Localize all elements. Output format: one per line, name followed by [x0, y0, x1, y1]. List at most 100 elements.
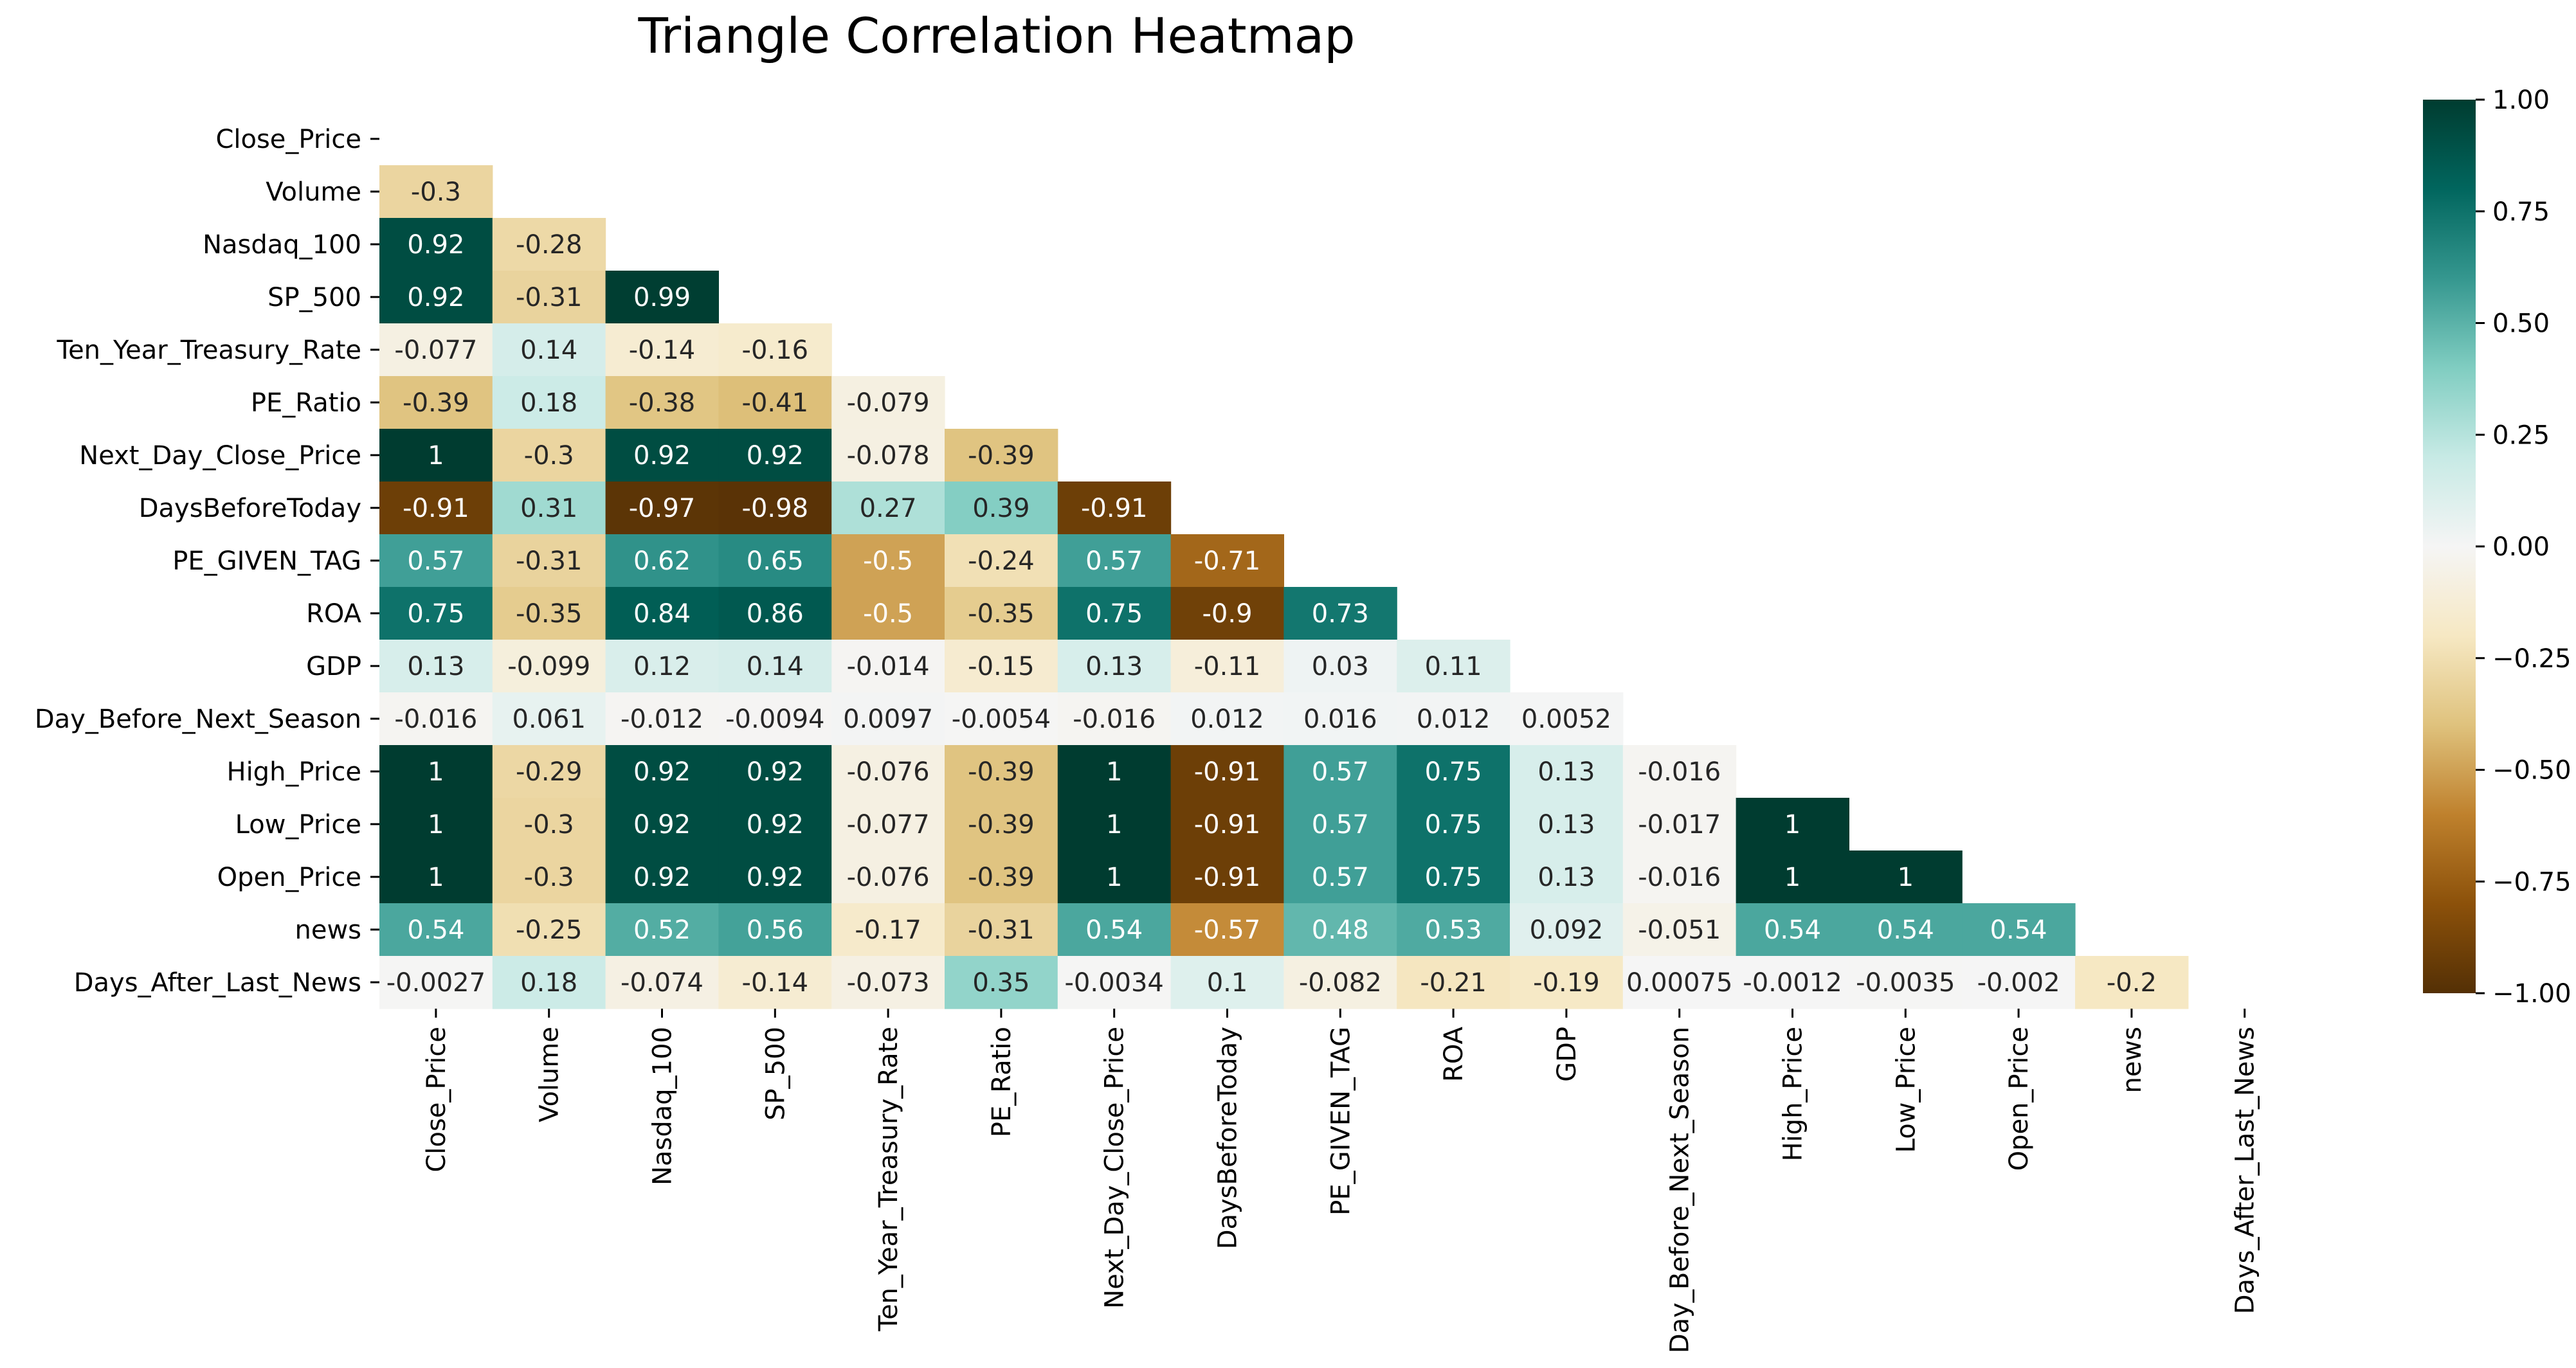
y-tick-label: Volume [266, 177, 361, 207]
y-tick-label: SP_500 [268, 283, 361, 312]
cell-value-label: 0.65 [747, 546, 804, 576]
y-axis: Close_Price Volume Nasdaq_100 SP_500 Ten_Yea… [35, 125, 379, 998]
heatmap-cell [831, 534, 945, 588]
heatmap-cell [1397, 798, 1510, 851]
heatmap-cell [1170, 692, 1284, 746]
heatmap-cell [718, 798, 832, 851]
cell-value-label: -0.077 [394, 336, 477, 365]
heatmap-cell [1510, 851, 1624, 904]
cell-value-label: -0.35 [968, 599, 1035, 629]
heatmap-cell [1622, 956, 1737, 1009]
cell-value-label: 0.012 [1417, 705, 1491, 734]
heatmap-cell [1849, 956, 1963, 1009]
heatmap-cell [492, 218, 606, 271]
cell-value-label: 1 [1106, 810, 1122, 840]
cell-value-label: -0.016 [1638, 863, 1721, 892]
cell-value-label: 1 [1784, 810, 1800, 840]
heatmap-cell [605, 640, 719, 693]
heatmap-cell [718, 587, 832, 640]
heatmap-cell [831, 376, 945, 429]
cell-value-label: 0.13 [1085, 652, 1143, 681]
heatmap-cell [718, 534, 832, 588]
cell-value-label: -0.0034 [1064, 968, 1163, 998]
heatmap-cell [1962, 956, 2076, 1009]
x-tick-label: DaysBeforeToday [1213, 1027, 1243, 1249]
cell-value-label: 0.54 [1877, 915, 1934, 945]
heatmap-cell [492, 851, 606, 904]
heatmap-cell [945, 903, 1058, 957]
heatmap-cell [1849, 903, 1963, 957]
x-tick-label: Ten_Year_Treasury_Rate [874, 1027, 903, 1332]
heatmap-cell [605, 323, 719, 377]
cell-value-label: 0.57 [1312, 863, 1369, 892]
heatmap-cell [379, 482, 493, 535]
heatmap-cell [831, 640, 945, 693]
cell-value-label: 1 [428, 863, 444, 892]
cell-value-label: 0.13 [407, 652, 464, 681]
heatmap-cell [831, 956, 945, 1009]
heatmap-cell [1283, 798, 1397, 851]
cell-value-label: -0.0012 [1743, 968, 1842, 998]
cell-value-label: -0.41 [742, 388, 809, 418]
x-tick-label: Volume [535, 1027, 565, 1122]
heatmap-cell [379, 851, 493, 904]
x-tick-label: Nasdaq_100 [648, 1027, 678, 1185]
heatmap-cell [945, 692, 1058, 746]
cell-value-label: -0.97 [629, 494, 696, 523]
cell-value-label: 0.061 [512, 705, 586, 734]
cell-value-label: -0.3 [524, 810, 574, 840]
cell-value-label: 0.14 [747, 652, 804, 681]
cell-value-label: -0.076 [847, 757, 930, 787]
cell-value-label: -0.002 [1977, 968, 2060, 998]
heatmap-cell [1736, 851, 1849, 904]
heatmap-cell [605, 534, 719, 588]
heatmap-cell [492, 587, 606, 640]
heatmap-cell [1057, 903, 1172, 957]
heatmap-cell [1736, 798, 1849, 851]
colorbar-tick-label: −1.00 [2492, 979, 2571, 1009]
cell-value-label: -0.91 [1194, 863, 1261, 892]
heatmap-cell [1510, 745, 1624, 798]
cell-value-label: -0.5 [863, 546, 913, 576]
colorbar-gradient [2423, 100, 2476, 993]
heatmap-cell [1170, 534, 1284, 588]
cell-value-label: 0.75 [1085, 599, 1143, 629]
y-tick-label: PE_GIVEN_TAG [172, 546, 361, 576]
cell-value-label: -0.076 [847, 863, 930, 892]
heatmap-cell [1057, 534, 1172, 588]
cell-value-label: 0.53 [1425, 915, 1482, 945]
heatmap-cell [831, 429, 945, 482]
heatmap-cell [1057, 851, 1172, 904]
heatmap-cell [718, 956, 832, 1009]
heatmap-cell [1849, 851, 1963, 904]
cell-value-label: 0.57 [1312, 757, 1369, 787]
heatmap-cell [1397, 692, 1510, 746]
cell-value-label: -0.21 [1420, 968, 1487, 998]
heatmap-cell [945, 534, 1058, 588]
heatmap-cell [1283, 903, 1397, 957]
cell-value-label: 0.14 [520, 336, 577, 365]
cell-value-label: -0.014 [847, 652, 930, 681]
cell-value-label: -0.0035 [1856, 968, 1955, 998]
heatmap-cell [945, 640, 1058, 693]
heatmap-cell [605, 745, 719, 798]
heatmap-cell [1057, 745, 1172, 798]
heatmap-cell [492, 798, 606, 851]
cell-value-label: -0.074 [621, 968, 703, 998]
cell-value-label: 0.54 [1085, 915, 1143, 945]
heatmap-cell [831, 587, 945, 640]
y-tick-label: Close_Price [215, 125, 361, 154]
heatmap-cell [1283, 851, 1397, 904]
colorbar-tick-label: 0.75 [2492, 197, 2550, 227]
colorbar-tick-label: 0.50 [2492, 309, 2550, 339]
heatmap-cell [492, 692, 606, 746]
heatmap-cell [379, 165, 493, 219]
heatmap-cell [1736, 956, 1849, 1009]
heatmap-cell [379, 376, 493, 429]
cell-value-label: -0.017 [1638, 810, 1721, 840]
heatmap-cell [945, 745, 1058, 798]
cell-value-label: 0.57 [1312, 810, 1369, 840]
heatmap-cell [605, 587, 719, 640]
cell-value-label: -0.082 [1299, 968, 1382, 998]
heatmap-cell-labels: -0.30.92 -0.280.92 -0.31 0.99-0.077 0.14 -0.1… [386, 177, 2157, 998]
